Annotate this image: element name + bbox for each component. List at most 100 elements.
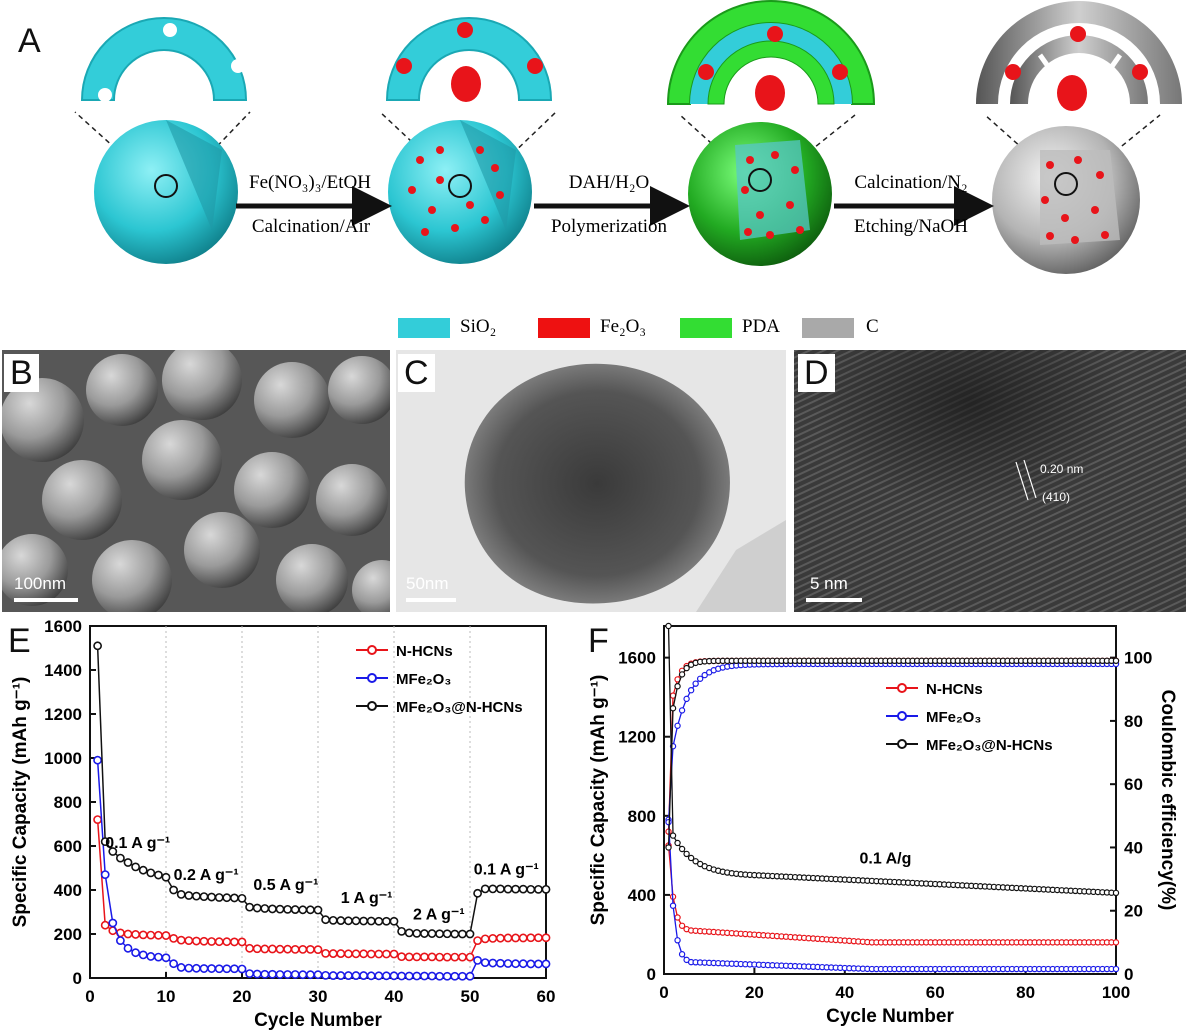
chart-e-point (169, 885, 178, 895)
chart-e-legend-label: MFe₂O₃@N-HCNs (396, 699, 523, 716)
scheme-legend: SiO₂ Fe₂O₃ PDA C (398, 314, 918, 342)
scheme-stage-2 (379, 17, 557, 264)
chart-e-point (237, 893, 247, 903)
chart-e-point (343, 916, 353, 926)
chart-e-point (123, 929, 133, 939)
chart-e-point (488, 958, 498, 968)
chart-e-point (397, 952, 406, 962)
chart-f-efficiency-point (683, 664, 690, 672)
legend-label-pda: PDA (742, 316, 781, 337)
chart-e-point (131, 948, 140, 958)
chart-e-point (495, 933, 505, 943)
chart-e-point (191, 891, 201, 901)
chart-e-point (450, 929, 460, 939)
chart-e-point (343, 949, 353, 959)
chart-f-xtick-label: 80 (1016, 983, 1035, 1002)
chart-f-ytick-label: 400 (628, 886, 656, 905)
chart-e-point (328, 971, 338, 980)
chart-e-point (199, 936, 209, 946)
chart-e-point (351, 949, 361, 959)
chart-e-point (214, 937, 224, 947)
chart-f-xtick-label: 20 (745, 983, 764, 1002)
chart-e-point (283, 944, 292, 954)
chart-e-point (488, 933, 498, 943)
chart-f-efficiency-point (674, 683, 681, 690)
chart-e-point (176, 935, 186, 945)
chart-e-point (381, 971, 391, 981)
chart-f-efficiency-point (674, 722, 681, 729)
chart-e-point (321, 948, 330, 958)
chart-e-point (511, 959, 520, 969)
chart-e-point (169, 933, 178, 943)
chart-e-point (495, 958, 505, 968)
chart-e-point (495, 884, 505, 894)
chart-e-xtick-label: 20 (233, 987, 252, 1006)
chart-e-point (374, 949, 384, 959)
chart-e-xtick-label: 50 (461, 987, 480, 1006)
chart-f-efficiency-point (687, 686, 695, 694)
chart-f-capacity-point (692, 858, 699, 865)
chart-e-point (427, 971, 437, 981)
chart-f-xtick-label: 40 (835, 983, 854, 1002)
chart-e-point (450, 971, 460, 981)
chart-e-point (541, 884, 551, 894)
chart-e-ytick-label: 200 (54, 925, 82, 944)
chart-e-point (313, 945, 323, 955)
chart-e-rate-annotation: 0.5 A g⁻¹ (253, 877, 318, 894)
scheme-stage-4 (976, 1, 1182, 274)
chart-e-point (488, 884, 498, 894)
chart-e-point (480, 884, 490, 894)
chart-e-point (267, 944, 277, 954)
chart-e-point (153, 930, 163, 940)
chart-e-point (328, 949, 338, 958)
chart-f-efficiency-point (696, 675, 704, 682)
chart-e-legend-label: N-HCNs (396, 643, 453, 660)
chart-e-point (336, 916, 346, 925)
chart-e-point (404, 952, 414, 962)
chart-e-point (359, 949, 368, 959)
cycling-performance-chart: 0 20 40 60 80 100040080012001600020406080100C… (588, 622, 1178, 1027)
chart-e-point (351, 916, 361, 926)
chart-f-capacity-point (1112, 965, 1120, 973)
chart-e-point (138, 865, 148, 875)
chart-e-xtick-label: 30 (309, 987, 328, 1006)
step-3-bottom-label: Etching/NaOH (854, 216, 968, 237)
step-2-top-label: DAH/H₂O (568, 172, 650, 193)
chart-e-point (153, 952, 163, 962)
chart-e-point (207, 964, 216, 973)
chart-e-point (252, 903, 262, 913)
chart-e-point (404, 928, 414, 938)
chart-f-ytick-label: 0 (647, 965, 656, 984)
chart-f-capacity-point (678, 845, 686, 853)
chart-e-point (435, 971, 444, 981)
chart-e-point (503, 933, 513, 943)
chart-e-point (374, 971, 384, 981)
panel-label-e: E (8, 622, 31, 660)
chart-e-point (222, 893, 232, 903)
chart-e-legend-label: MFe₂O₃ (396, 671, 451, 688)
panel-label-a: A (12, 22, 47, 60)
chart-e-point (290, 905, 300, 914)
legend-swatch-fe2o3 (538, 318, 590, 338)
chart-e-legend-marker (367, 673, 377, 683)
chart-e-point (389, 971, 399, 981)
chart-e-xtick-label: 10 (157, 987, 176, 1006)
chart-e-point (381, 949, 391, 959)
chart-e-ytick-label: 400 (54, 881, 82, 900)
chart-f-legend-label: MFe₂O₃@N-HCNs (926, 737, 1053, 754)
chart-e-point (222, 937, 232, 947)
chart-e-point (442, 971, 452, 981)
chart-e-point (207, 937, 216, 946)
chart-e-point (465, 929, 475, 939)
chart-f-legend-marker (897, 739, 907, 749)
chart-f-legend-marker (897, 711, 907, 721)
chart-f-efficiency-point (665, 844, 672, 851)
legend-swatch-pda (680, 318, 732, 338)
chart-f-legend-marker (897, 683, 907, 693)
chart-f-legend-label: N-HCNs (926, 681, 983, 698)
chart-e-point (229, 937, 239, 947)
chart-e-point (435, 952, 444, 962)
b-scale-label: 100nm (14, 574, 66, 593)
chart-e-point (359, 916, 368, 926)
chart-e-point (222, 964, 232, 974)
